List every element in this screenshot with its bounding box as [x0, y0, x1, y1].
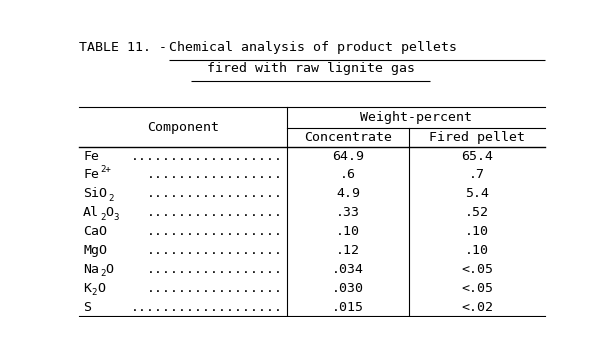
- Text: .030: .030: [332, 282, 364, 295]
- Text: Fe: Fe: [83, 150, 99, 163]
- Text: .................: .................: [147, 225, 283, 238]
- Text: 2: 2: [91, 288, 97, 297]
- Text: .7: .7: [469, 168, 485, 182]
- Text: K: K: [83, 282, 91, 295]
- Text: .................: .................: [147, 282, 283, 295]
- Text: O: O: [105, 263, 113, 276]
- Text: 2: 2: [100, 213, 105, 222]
- Text: S: S: [83, 300, 91, 314]
- Text: <.02: <.02: [461, 300, 493, 314]
- Text: Chemical analysis of product pellets: Chemical analysis of product pellets: [169, 41, 457, 54]
- Text: 2: 2: [108, 194, 114, 203]
- Text: Concentrate: Concentrate: [304, 131, 392, 144]
- Text: 65.4: 65.4: [461, 150, 493, 163]
- Text: .33: .33: [336, 206, 360, 219]
- Text: 64.9: 64.9: [332, 150, 364, 163]
- Text: MgO: MgO: [83, 244, 107, 257]
- Text: .10: .10: [465, 225, 489, 238]
- Text: <.05: <.05: [461, 282, 493, 295]
- Text: 2: 2: [100, 269, 105, 278]
- Text: .................: .................: [147, 206, 283, 219]
- Text: ...................: ...................: [131, 300, 283, 314]
- Text: 5.4: 5.4: [465, 187, 489, 200]
- Text: .12: .12: [336, 244, 360, 257]
- Text: .................: .................: [147, 263, 283, 276]
- Text: ...................: ...................: [131, 150, 283, 163]
- Text: Na: Na: [83, 263, 99, 276]
- Text: Weight-percent: Weight-percent: [360, 111, 472, 124]
- Text: .................: .................: [147, 168, 283, 182]
- Text: .................: .................: [147, 244, 283, 257]
- Text: .6: .6: [340, 168, 356, 182]
- Text: .034: .034: [332, 263, 364, 276]
- Text: CaO: CaO: [83, 225, 107, 238]
- Text: .10: .10: [336, 225, 360, 238]
- Text: .................: .................: [147, 187, 283, 200]
- Text: O: O: [105, 206, 113, 219]
- Text: Al: Al: [83, 206, 99, 219]
- Text: 3: 3: [114, 213, 119, 222]
- Text: 2+: 2+: [100, 166, 111, 174]
- Text: Fired pellet: Fired pellet: [429, 131, 525, 144]
- Text: O: O: [97, 282, 105, 295]
- Text: <.05: <.05: [461, 263, 493, 276]
- Text: Fe: Fe: [83, 168, 99, 182]
- Text: SiO: SiO: [83, 187, 107, 200]
- Text: .10: .10: [465, 244, 489, 257]
- Text: .015: .015: [332, 300, 364, 314]
- Text: .52: .52: [465, 206, 489, 219]
- Text: Component: Component: [147, 121, 219, 134]
- Text: 4.9: 4.9: [336, 187, 360, 200]
- Text: fired with raw lignite gas: fired with raw lignite gas: [206, 62, 415, 75]
- Text: TABLE 11. -: TABLE 11. -: [79, 41, 175, 54]
